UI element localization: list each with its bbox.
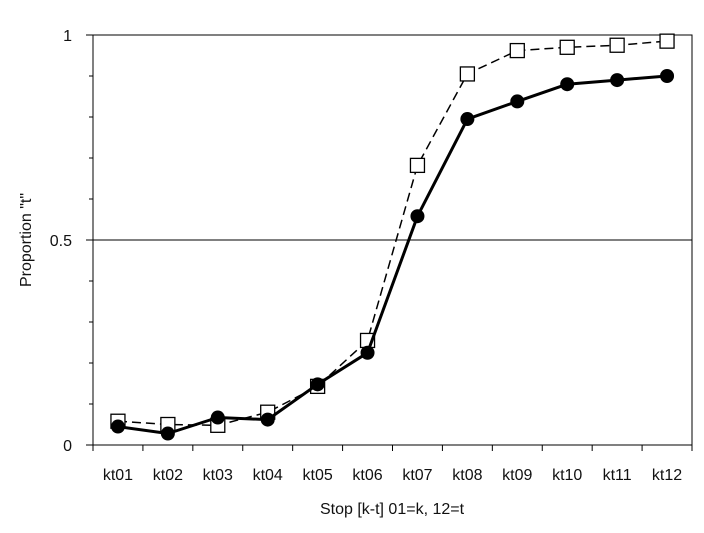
- x-tick-label: kt11: [603, 467, 632, 484]
- series-layer: [110, 33, 675, 441]
- series-filled-circles: [110, 69, 675, 441]
- data-point-square: [509, 42, 525, 59]
- y-tick-label: 0.5: [50, 233, 72, 250]
- data-point-circle: [110, 419, 125, 434]
- x-axis-tick-labels: kt01 kt02 kt03 kt04 kt05 kt06 kt07 kt08 kt09 kt10…: [103, 467, 682, 484]
- x-axis-ticks: [92, 445, 693, 451]
- data-point-circle: [610, 73, 625, 88]
- data-point-square: [459, 66, 476, 82]
- data-point-square: [659, 33, 675, 49]
- data-point-circle: [310, 377, 325, 392]
- data-point-circle: [410, 209, 425, 224]
- data-point-circle: [510, 94, 525, 109]
- data-point-circle: [360, 345, 375, 360]
- x-tick-label: kt03: [203, 467, 233, 484]
- x-tick-label: kt04: [253, 467, 283, 484]
- x-axis-label: Stop [k-t] 01=k, 12=t: [320, 501, 465, 518]
- data-point-circle: [260, 412, 275, 427]
- y-axis-ticks: [86, 34, 93, 446]
- data-point-circle: [210, 410, 225, 425]
- x-tick-label: kt06: [352, 467, 382, 484]
- y-axis-tick-labels: 00.51: [50, 28, 72, 455]
- data-point-square: [559, 39, 575, 55]
- series-open-squares: [110, 33, 675, 433]
- x-tick-label: kt01: [103, 467, 133, 484]
- x-tick-label: kt10: [552, 467, 582, 484]
- data-point-circle: [160, 426, 175, 441]
- x-tick-label: kt05: [303, 467, 333, 484]
- y-tick-label: 1: [63, 28, 72, 45]
- y-tick-label: 0: [63, 438, 72, 455]
- data-point-circle: [460, 112, 475, 127]
- series-line-solid: [117, 74, 668, 435]
- data-point-square: [609, 37, 625, 53]
- series-line-dashed: [117, 40, 668, 427]
- x-tick-label: kt08: [452, 467, 482, 484]
- x-tick-label: kt07: [402, 467, 432, 484]
- x-tick-label: kt09: [502, 467, 532, 484]
- data-point-circle: [560, 77, 575, 92]
- x-tick-label: kt02: [153, 467, 183, 484]
- x-tick-label: kt12: [652, 467, 682, 484]
- data-point-square: [409, 157, 426, 174]
- y-axis-label: Proportion "t": [18, 193, 35, 287]
- data-point-circle: [660, 69, 675, 83]
